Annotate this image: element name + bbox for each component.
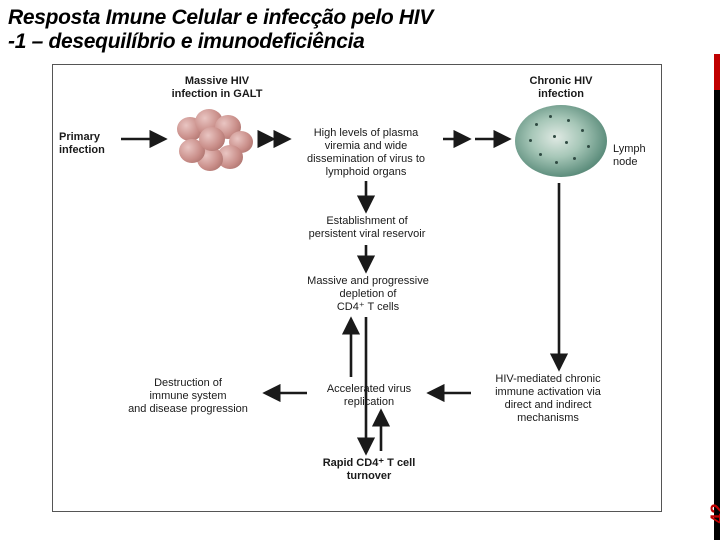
lymph-node-illustration [515,105,607,177]
reservoir-node: Establishment of persistent viral reserv… [297,215,437,241]
text: lymphoid organs [326,166,407,178]
text: Massive and progressive [307,275,429,287]
text: mechanisms [517,412,579,424]
galt-illustration [171,107,257,173]
text: infection in GALT [172,88,263,100]
text: viremia and wide [325,140,408,152]
text: turnover [347,470,392,482]
title-line-1: Resposta Imune Celular e infecção pelo H… [8,6,712,30]
text: replication [344,396,394,408]
text: Rapid CD4⁺ T cell [323,457,416,469]
diagram-frame: Massive HIV infection in GALT Chronic HI… [52,64,662,512]
side-strip [714,54,720,540]
text: Chronic HIV [530,75,593,87]
title-line-2: -1 – desequilíbrio e imunodeficiência [8,30,712,54]
side-accent [714,54,720,90]
text: Accelerated virus [327,383,411,395]
lymph-node-label: Lymph node [613,143,661,169]
text: node [613,156,637,168]
text: HIV-mediated chronic [495,373,600,385]
activation-node: HIV-mediated chronic immune activation v… [473,373,623,425]
text: Massive HIV [185,75,249,87]
text: Destruction of [154,377,222,389]
primary-infection-label: Primary infection [59,131,123,157]
text: dissemination of virus to [307,153,425,165]
text: immune activation via [495,386,601,398]
text: Establishment of [326,215,407,227]
text: Primary [59,131,100,143]
text: and disease progression [128,403,248,415]
text: Lymph [613,143,646,155]
destruction-node: Destruction of immune system and disease… [113,377,263,416]
accelerated-node: Accelerated virus replication [311,383,427,409]
chronic-title: Chronic HIV infection [513,75,609,101]
text: immune system [149,390,226,402]
slide-title: Resposta Imune Celular e infecção pelo H… [0,0,720,56]
viremia-node: High levels of plasma viremia and wide d… [291,127,441,179]
text: persistent viral reservoir [309,228,426,240]
text: infection [538,88,584,100]
text: High levels of plasma [314,127,419,139]
turnover-node: Rapid CD4⁺ T cell turnover [309,457,429,483]
text: infection [59,144,105,156]
text: depletion of [340,288,397,300]
galt-title: Massive HIV infection in GALT [167,75,267,101]
text: direct and indirect [505,399,592,411]
page-number: 42 [707,503,720,523]
text: CD4⁺ T cells [337,301,399,313]
depletion-node: Massive and progressive depletion of CD4… [293,275,443,314]
